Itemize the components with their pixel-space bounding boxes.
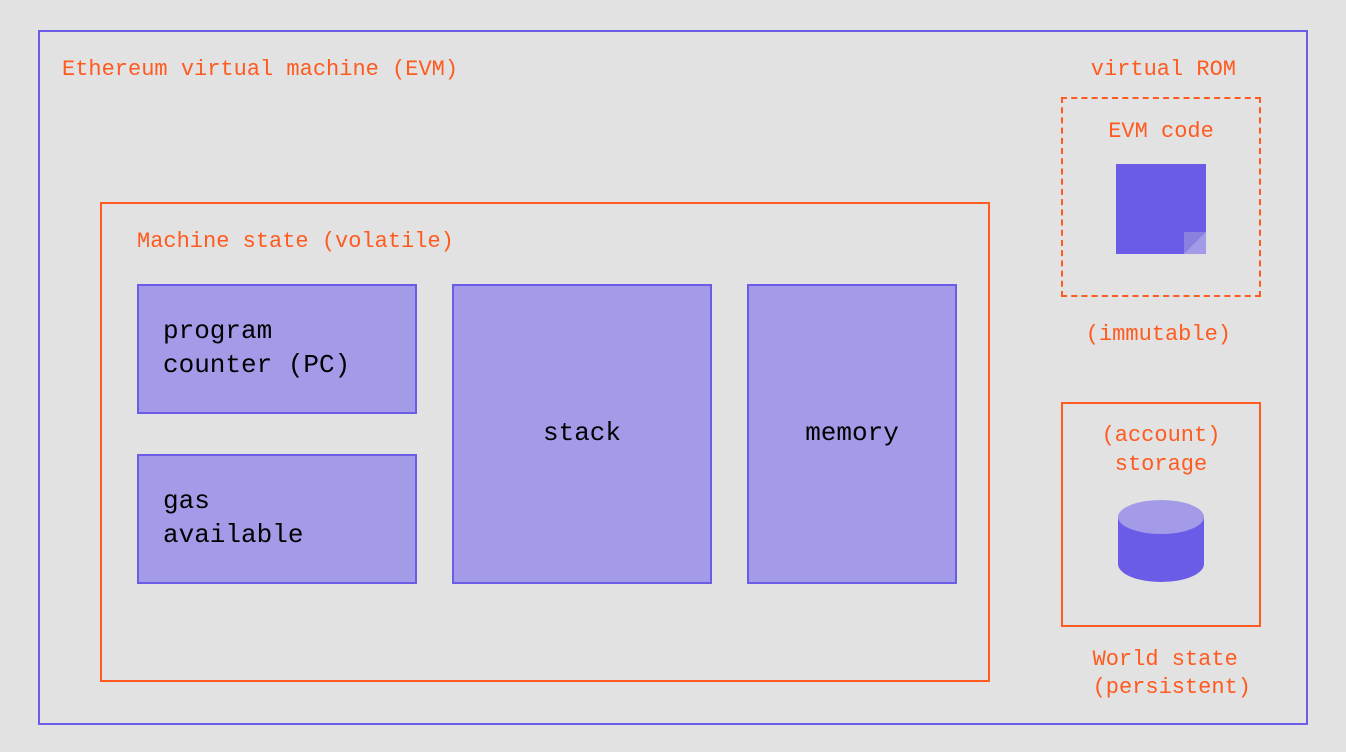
evm-code-icon xyxy=(1116,164,1206,254)
account-storage-box: (account)storage xyxy=(1061,402,1261,627)
evm-code-label: EVM code xyxy=(1063,119,1259,144)
evm-title: Ethereum virtual machine (EVM) xyxy=(62,57,458,82)
machine-state-title: Machine state (volatile) xyxy=(137,229,454,254)
gas-available-label: gasavailable xyxy=(163,485,303,553)
immutable-label: (immutable) xyxy=(1086,322,1231,347)
account-storage-label: (account)storage xyxy=(1063,422,1259,479)
stack-label: stack xyxy=(543,417,621,451)
program-counter-label: programcounter (PC) xyxy=(163,315,350,383)
gas-available-box: gasavailable xyxy=(137,454,417,584)
virtual-rom-label: virtual ROM xyxy=(1091,57,1236,82)
program-counter-box: programcounter (PC) xyxy=(137,284,417,414)
evm-container: Ethereum virtual machine (EVM) Machine s… xyxy=(38,30,1308,725)
storage-cylinder-icon xyxy=(1116,499,1206,579)
virtual-rom-box: EVM code xyxy=(1061,97,1261,297)
memory-label: memory xyxy=(805,417,899,451)
stack-box: stack xyxy=(452,284,712,584)
memory-box: memory xyxy=(747,284,957,584)
machine-state-container: Machine state (volatile) programcounter … xyxy=(100,202,990,682)
world-state-label: World state(persistent) xyxy=(1093,646,1251,703)
